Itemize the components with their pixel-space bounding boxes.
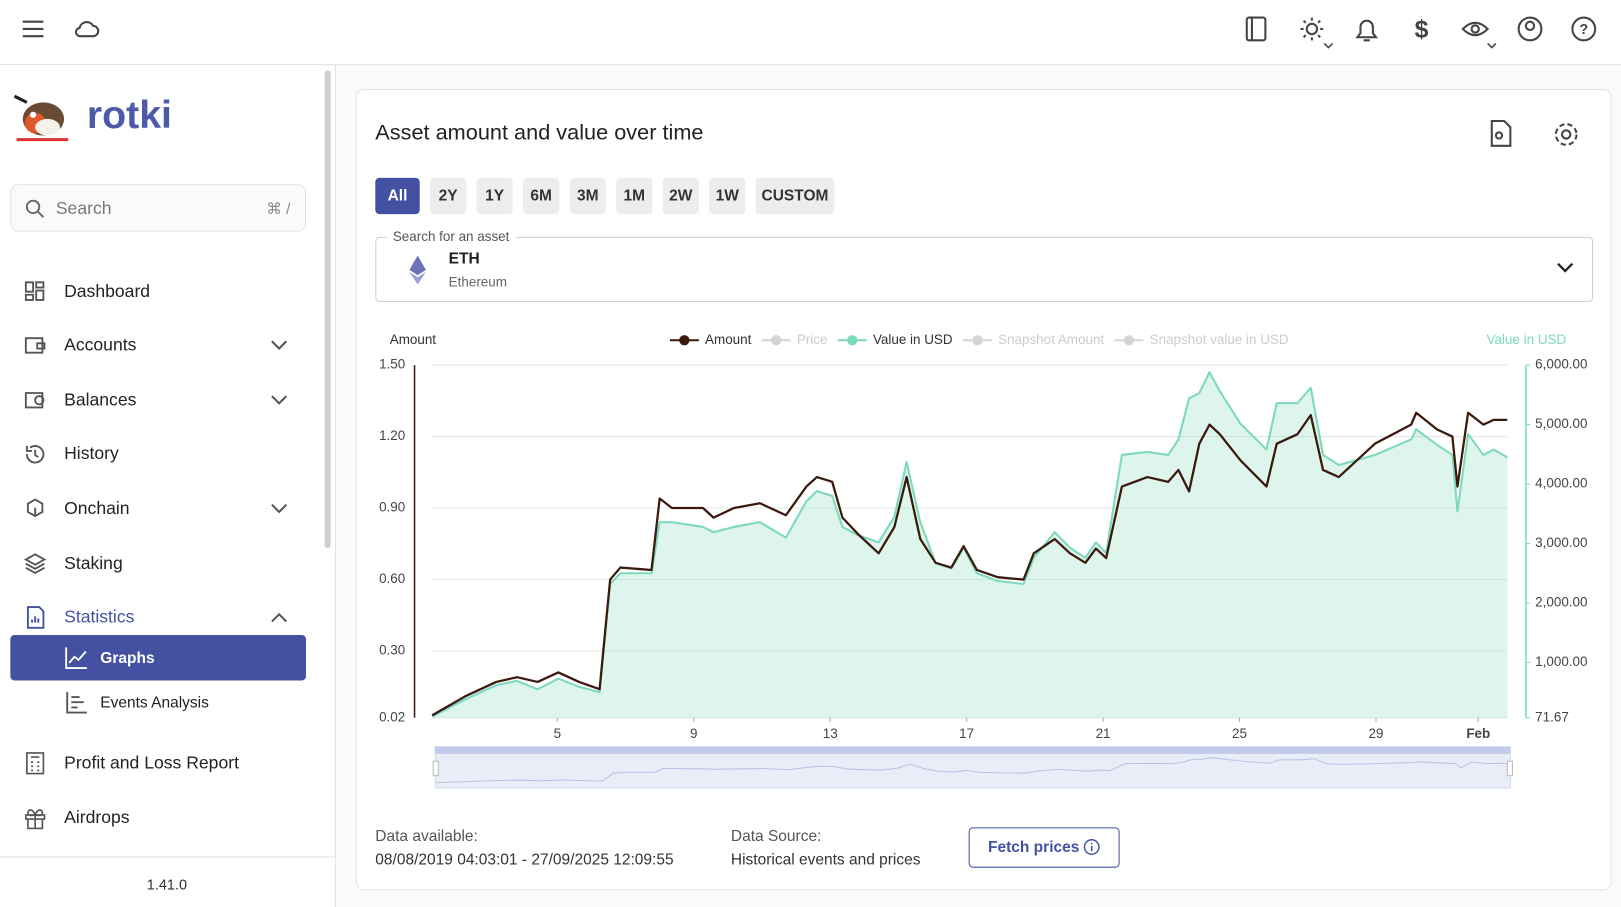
nav-item[interactable]: History — [10, 431, 306, 477]
search-box[interactable]: Search ⌘ / — [10, 184, 307, 232]
chevron-shape — [271, 340, 288, 350]
icon-shape — [24, 281, 45, 301]
range-button[interactable]: CUSTOM — [755, 177, 835, 215]
chevron — [271, 612, 288, 623]
icon-shape — [24, 337, 46, 354]
nav-icon — [24, 337, 46, 354]
asset-name: Ethereum — [448, 274, 507, 290]
nav-icon — [26, 498, 44, 518]
nav-item[interactable]: Staking — [10, 541, 306, 587]
icon-shape — [24, 392, 45, 409]
top-icons[interactable]: $ ? — [1241, 14, 1603, 51]
nav-icon — [24, 281, 45, 301]
data-available: 08/08/2019 04:03:01 - 27/09/2025 12:09:5… — [375, 851, 674, 869]
divider — [0, 856, 335, 858]
card-title: Asset amount and value over time — [375, 121, 704, 145]
scrollbar[interactable] — [324, 70, 331, 549]
info-icon — [1084, 839, 1100, 855]
nav-label: Accounts — [64, 335, 137, 355]
data-source: Historical events and prices — [730, 851, 921, 869]
data-available-label: Data available: — [375, 827, 478, 845]
search-placeholder: Search — [55, 198, 112, 219]
range-button[interactable]: 6M — [523, 177, 560, 215]
icon-shape — [66, 691, 87, 714]
range-button[interactable]: 1M — [616, 177, 653, 215]
logo — [13, 94, 69, 142]
nav-icon — [24, 392, 45, 409]
asset-symbol: ETH — [448, 250, 480, 268]
nav-item[interactable]: Statistics — [10, 595, 306, 641]
nav-item[interactable]: Dashboard — [10, 269, 306, 315]
chevron — [271, 395, 288, 405]
icon-shape — [65, 647, 87, 670]
nav-item[interactable]: Accounts — [10, 323, 306, 369]
nav-item[interactable]: Airdrops — [10, 795, 306, 841]
svg-text:?: ? — [1579, 22, 1588, 38]
icon-shape — [25, 809, 46, 830]
nav-label: Staking — [64, 553, 123, 573]
top-bar: $ ? — [0, 0, 1621, 66]
chevron — [271, 340, 288, 350]
icon-shape — [26, 498, 44, 518]
nav-icon — [26, 752, 45, 775]
range-button[interactable]: 1W — [709, 177, 746, 215]
asset-select[interactable]: Search for an asset ETH Ethereum — [375, 228, 1594, 302]
icon-shape — [25, 445, 45, 464]
nav-item[interactable]: Onchain — [10, 486, 306, 532]
nav-label: Graphs — [100, 649, 155, 668]
export-icon[interactable] — [1488, 119, 1515, 148]
settings-icon[interactable] — [1552, 120, 1581, 149]
chevron-shape — [271, 503, 288, 514]
nav-icon — [25, 445, 45, 464]
nav-label: Statistics — [64, 607, 135, 627]
chevron — [271, 503, 288, 514]
nav-icon — [26, 606, 45, 629]
data-source-label: Data Source: — [730, 827, 822, 845]
nav-icon — [25, 809, 46, 830]
range-button[interactable]: All — [375, 177, 420, 215]
dropdown-icon — [1557, 262, 1574, 273]
range-button[interactable]: 2W — [662, 177, 699, 215]
asset-field-label: Search for an asset — [386, 228, 516, 245]
chevron-shape — [271, 612, 288, 623]
nav-icon — [23, 553, 47, 575]
nav-label: Events Analysis — [100, 693, 209, 712]
chevron-shape — [271, 395, 288, 405]
nav-item[interactable]: Profit and Loss Report — [10, 740, 306, 786]
fetch-prices-button[interactable]: Fetch prices — [968, 827, 1120, 868]
eth-icon — [409, 255, 426, 285]
nav-sub-item[interactable]: Graphs — [10, 634, 307, 681]
graph-card: Asset amount and value over time All 2Y 1Y… — [355, 88, 1612, 891]
range-button[interactable]: 2Y — [430, 177, 467, 215]
cloud-icon[interactable] — [73, 16, 100, 43]
sidebar: rotki Search ⌘ / Dashboard Accounts Balanc… — [0, 65, 336, 907]
nav-label: History — [64, 443, 119, 464]
nav-label: Profit and Loss Report — [64, 752, 239, 773]
search-icon — [25, 199, 45, 218]
nav-label: Balances — [64, 389, 137, 410]
fetch-prices-label: Fetch prices — [988, 838, 1080, 857]
range-button[interactable]: 3M — [569, 177, 606, 215]
svg-text:$: $ — [1415, 17, 1429, 44]
range-button[interactable]: 1Y — [476, 177, 513, 215]
nav-icon — [66, 691, 87, 714]
nav-sub-item[interactable]: Events Analysis — [10, 679, 306, 725]
icon-shape — [26, 752, 45, 775]
icon-shape — [26, 606, 45, 629]
nav-label: Onchain — [64, 498, 130, 519]
brand: rotki — [86, 94, 172, 138]
search-shortcut: ⌘ / — [266, 200, 291, 219]
nav-item[interactable]: Balances — [10, 377, 306, 423]
version: 1.41.0 — [146, 875, 188, 893]
nav-label: Dashboard — [64, 281, 151, 301]
nav-label: Airdrops — [64, 807, 130, 828]
menu-icon[interactable] — [21, 17, 46, 42]
icon-shape — [23, 553, 47, 575]
nav-icon — [65, 647, 87, 670]
